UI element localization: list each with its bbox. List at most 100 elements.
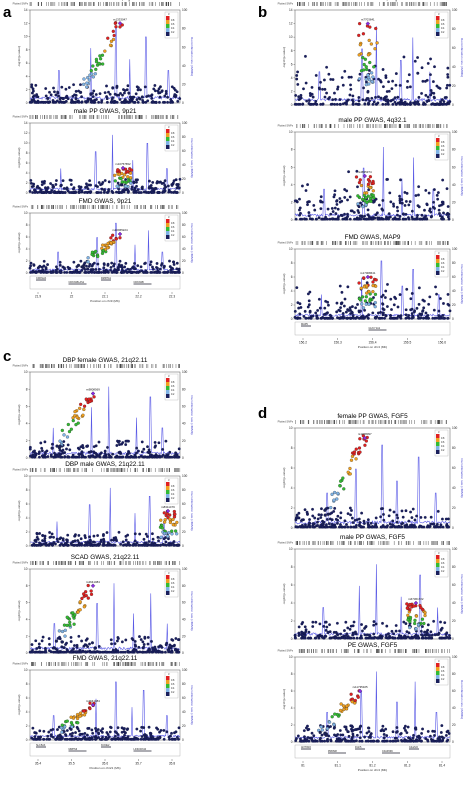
snp-point [32, 454, 36, 457]
ld-snp-point [366, 182, 371, 186]
snp-point [153, 186, 157, 190]
snp-point [446, 75, 450, 79]
y-tick-label: 12 [24, 21, 28, 25]
snp-point [44, 650, 48, 654]
snp-point [340, 290, 344, 294]
snp-point [401, 515, 405, 519]
snp-point [89, 450, 93, 454]
ld-legend-swatch [166, 137, 170, 141]
snp-point [435, 193, 439, 197]
snp-point [296, 70, 300, 74]
snp-point [129, 454, 133, 458]
snp-point [103, 188, 106, 191]
snp-rug [295, 420, 447, 424]
snp-point [148, 731, 152, 735]
rate-tick-label: 60 [452, 165, 456, 169]
ld-snp-point [357, 53, 361, 57]
snp-point [387, 217, 391, 221]
snp-point [159, 728, 163, 732]
ld-snp-point [368, 60, 372, 65]
rate-tick-label: 20 [452, 201, 456, 205]
snp-point [424, 189, 428, 192]
snp-point [326, 207, 330, 211]
snp-point [295, 525, 299, 529]
rate-tick-label: 80 [182, 682, 186, 686]
ld-snp-point [175, 532, 179, 536]
snp-point [404, 199, 408, 203]
ld-legend-swatch [436, 259, 440, 263]
snp-point [348, 93, 352, 97]
snp-point [390, 308, 393, 311]
snp-point [394, 297, 398, 300]
ld-legend-value: 0.6 [441, 145, 445, 148]
ld-snp-point [101, 62, 105, 66]
ld-snp-point [93, 72, 97, 76]
ld-snp-point [163, 520, 167, 524]
y-tick-label: 10 [24, 567, 28, 571]
snp-point [308, 200, 311, 204]
rate-tick-label: 0 [452, 317, 454, 321]
snp-point [143, 541, 147, 545]
snp-point [55, 99, 59, 103]
snp-point [33, 650, 37, 654]
snp-point [141, 455, 144, 459]
snp-point [393, 96, 397, 100]
ld-legend-swatch [166, 24, 170, 28]
snp-point [137, 543, 141, 547]
snp-point [410, 516, 414, 519]
snp-point [79, 737, 83, 741]
snp-point [40, 639, 44, 643]
ld-snp-point [370, 71, 374, 75]
snp-point [97, 100, 101, 104]
ld-legend-title: r² [438, 13, 440, 16]
snp-point [446, 302, 450, 306]
y-tick-label: 2 [26, 530, 28, 534]
snp-point [370, 96, 374, 100]
ld-snp-point [85, 81, 89, 85]
snp-point [359, 217, 363, 221]
rate-tick-label: 80 [182, 584, 186, 588]
snp-point [174, 637, 178, 640]
ld-snp-point [364, 77, 368, 81]
snp-point [177, 737, 180, 741]
snp-point [77, 191, 81, 194]
snp-point [61, 448, 65, 452]
ld-snp-point [82, 77, 86, 81]
snp-point [105, 100, 109, 104]
snp-point [318, 306, 322, 310]
y-tick-label: 10 [24, 211, 28, 215]
snp-point [103, 449, 107, 453]
ld-snp-point [368, 299, 372, 303]
snp-point [339, 306, 342, 310]
ld-snp-point [363, 443, 367, 447]
snp-point [333, 206, 337, 210]
ld-snp-point [375, 41, 379, 45]
ld-legend-swatch [166, 129, 170, 133]
snp-point [36, 537, 40, 541]
y-tick-label: 2 [26, 181, 28, 185]
y-tick-label: 10 [24, 668, 28, 672]
snp-point [170, 85, 174, 89]
snp-point [119, 91, 122, 95]
snp-point [65, 729, 69, 732]
snp-point [308, 524, 311, 527]
snp-point [390, 87, 394, 91]
snp-point [130, 737, 134, 741]
snp-point [379, 310, 382, 314]
rate-tick-label: 20 [452, 84, 456, 88]
ld-snp-point [69, 720, 74, 725]
snp-point [85, 733, 89, 737]
snp-point [365, 217, 369, 221]
plot-frame [294, 427, 451, 529]
snp-point [394, 102, 398, 106]
snp-point [423, 515, 427, 519]
snp-point [168, 265, 172, 268]
snp-point [415, 216, 419, 219]
snp-point [75, 271, 78, 274]
ld-snp-point [129, 168, 134, 172]
snp-point [80, 543, 84, 547]
y-tick-label: 2 [26, 634, 28, 638]
snp-point [39, 441, 43, 445]
snp-point [113, 92, 117, 96]
